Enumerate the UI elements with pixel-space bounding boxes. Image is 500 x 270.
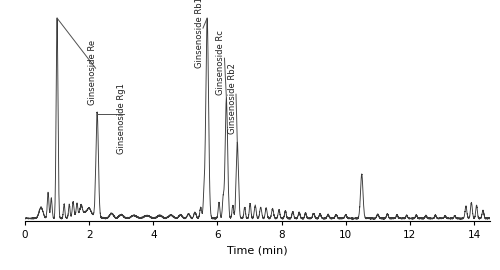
Text: Ginsenoside Rb1: Ginsenoside Rb1 bbox=[195, 0, 204, 68]
Text: Ginsenoside Rg1: Ginsenoside Rg1 bbox=[117, 83, 126, 154]
X-axis label: Time (min): Time (min) bbox=[227, 246, 288, 256]
Text: Ginsenoside Re: Ginsenoside Re bbox=[88, 40, 97, 105]
Text: Ginsenoside Rc: Ginsenoside Rc bbox=[216, 30, 226, 94]
Text: Ginsenoside Rb2: Ginsenoside Rb2 bbox=[228, 63, 237, 134]
